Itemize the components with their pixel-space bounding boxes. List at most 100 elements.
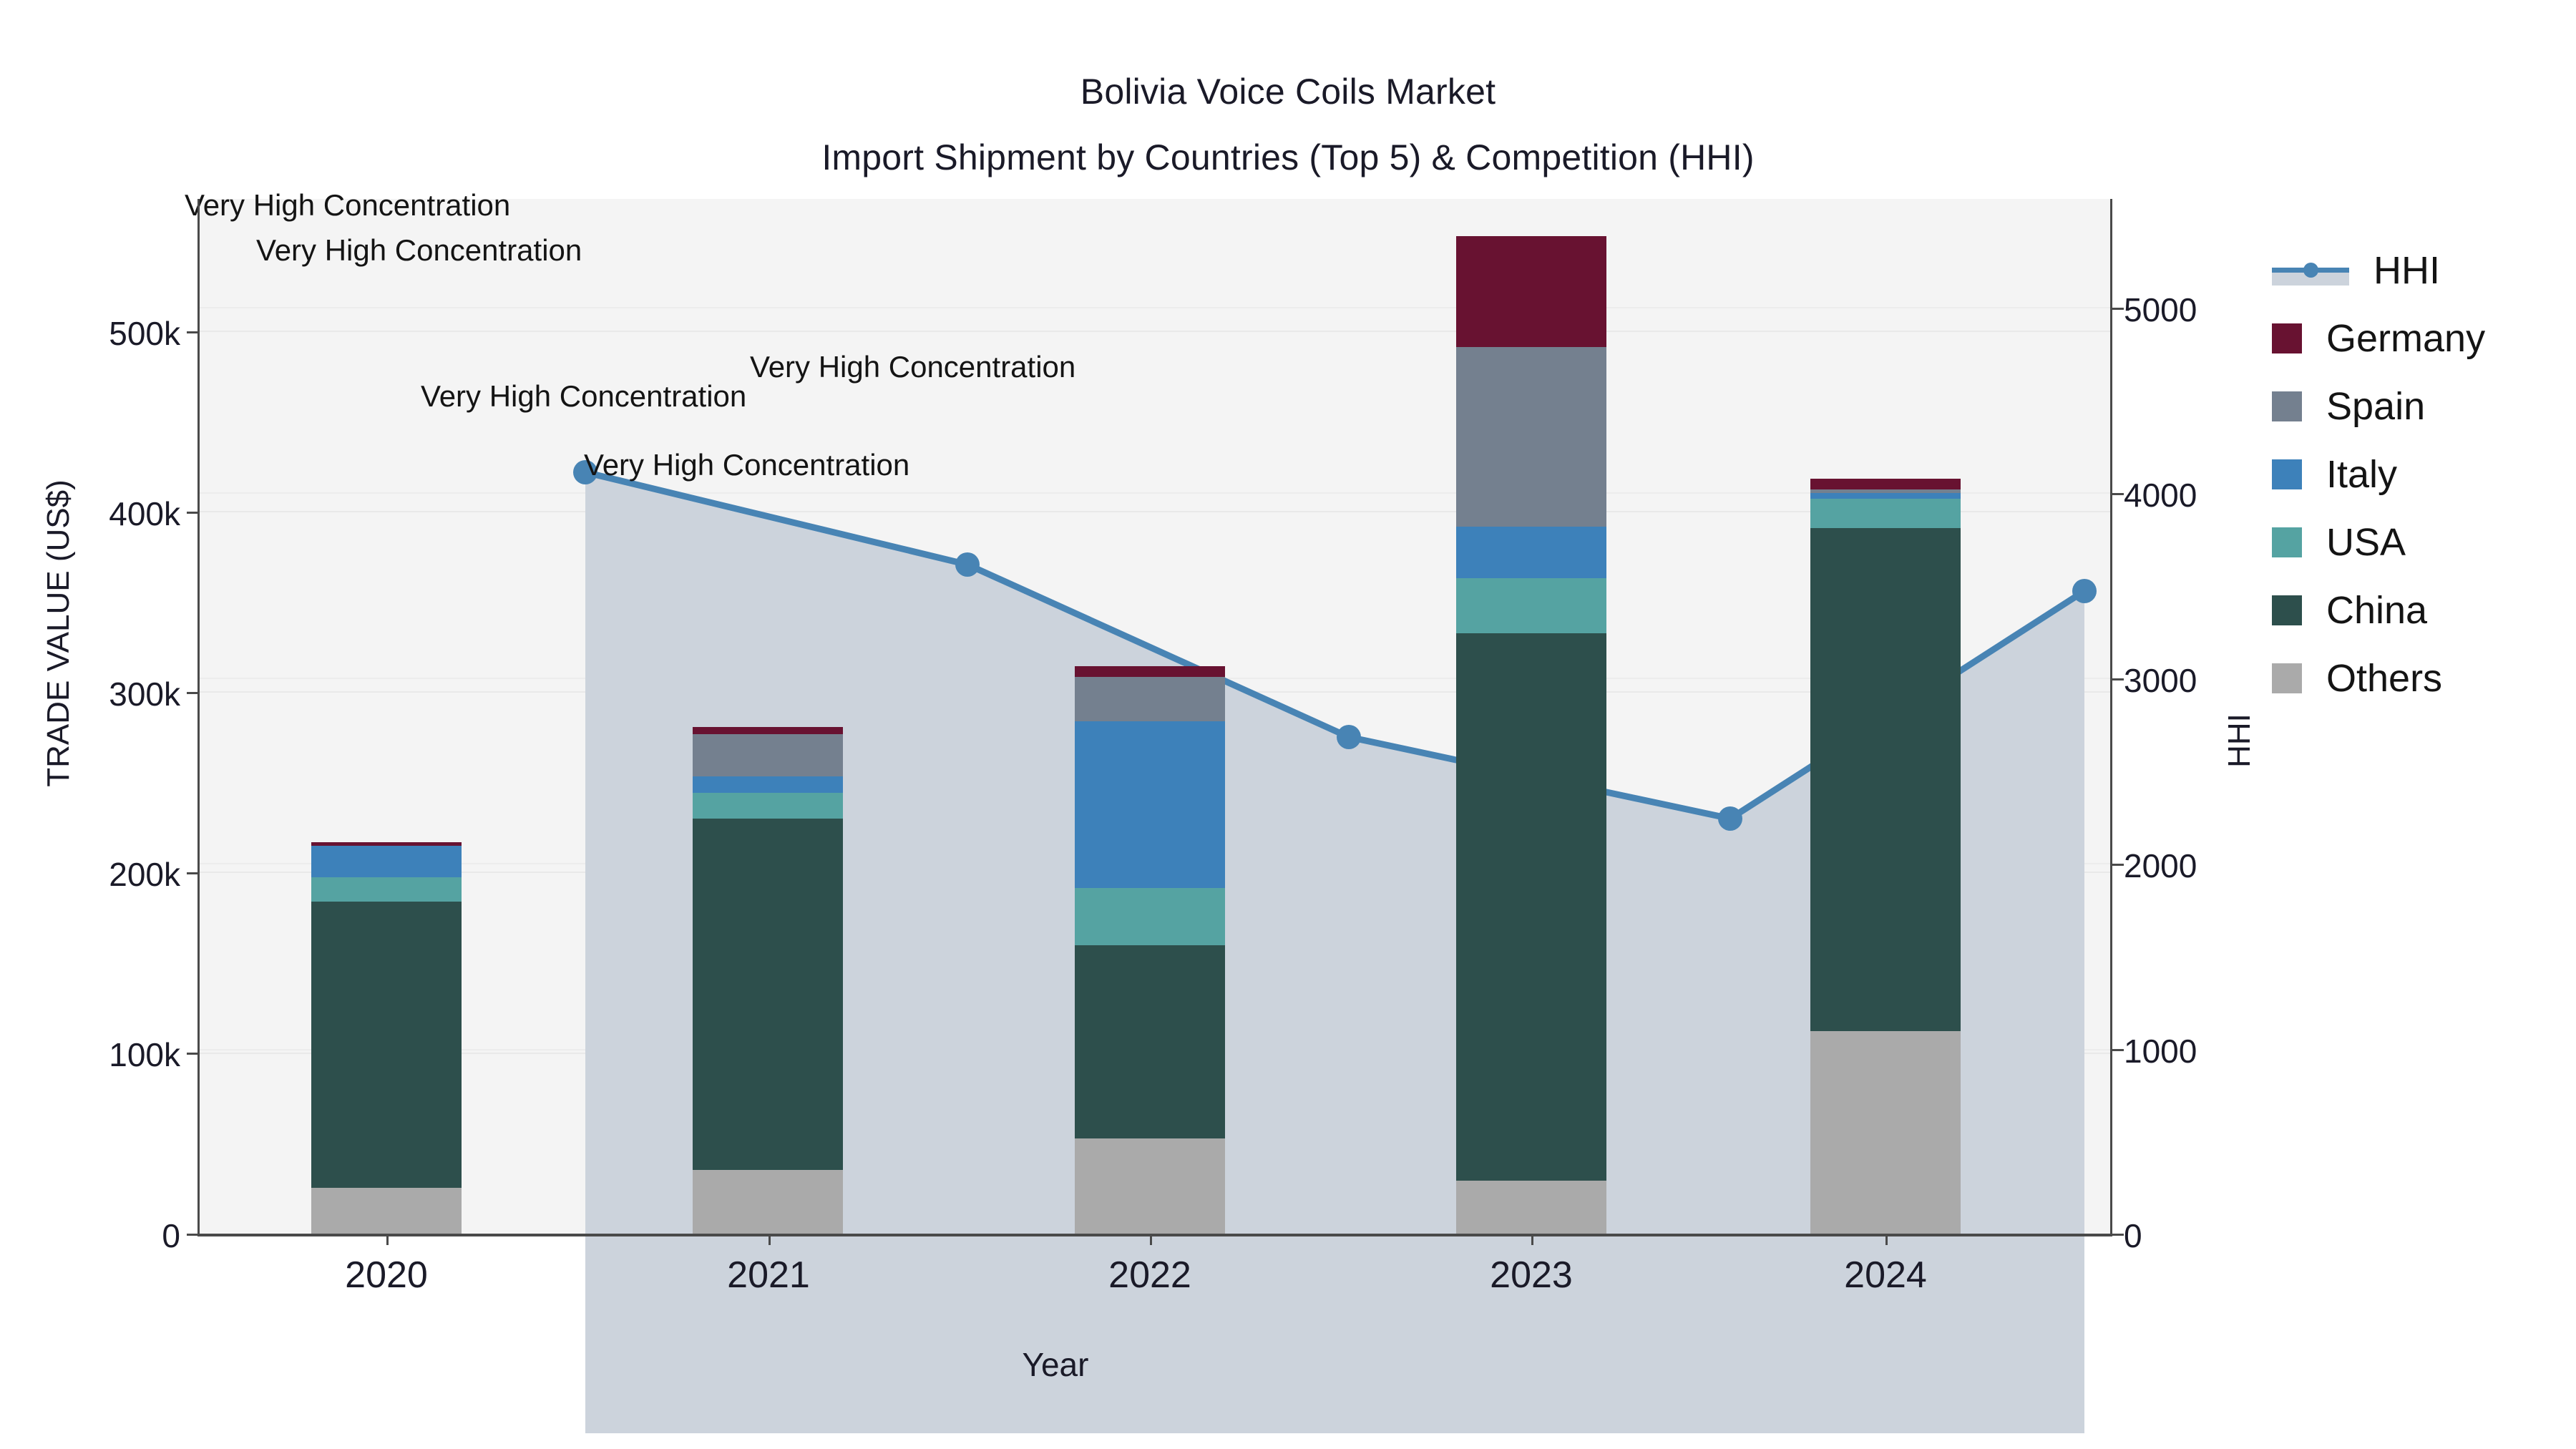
ytick-right-1000: 1000 [2124,1033,2197,1070]
xtick-mark-2020 [386,1234,389,1245]
bar-2024-italy [1810,493,1961,499]
annotation-2023: Very High Concentration [584,448,910,482]
bar-2021-china [693,819,843,1170]
annotation-2022: Very High Concentration [421,379,747,413]
x-axis-line [197,1234,2112,1236]
gridline-hhi-5000 [199,307,2111,308]
chart-title-line-2: Import Shipment by Countries (Top 5) & C… [821,137,1755,177]
legend-item-germany[interactable]: Germany [2272,304,2572,372]
legend-label-others: Others [2326,656,2443,700]
bar-2020-italy [311,846,462,877]
y-axis-right-label: HHI [2222,713,2257,768]
bar-2024-usa [1810,499,1961,528]
legend-label-hhi: HHI [2373,248,2440,292]
chart-title: Bolivia Voice Coils Market Import Shipme… [0,59,2576,190]
annotation-2024: Very High Concentration [750,350,1076,384]
xtick-2022: 2022 [1108,1254,1191,1296]
ytick-right-5000: 5000 [2124,291,2197,328]
ytick-right-0: 0 [2124,1217,2142,1254]
ytick-right-2000: 2000 [2124,847,2197,884]
ytick-left-0: 0 [162,1217,180,1254]
legend-item-italy[interactable]: Italy [2272,440,2572,508]
ytick-mark-left-500k [187,331,198,333]
hhi-point-2021 [955,552,980,577]
chart-title-line-1: Bolivia Voice Coils Market [1080,72,1496,112]
x-axis-label: Year [1022,1346,1089,1383]
ytick-right-3000: 3000 [2124,662,2197,699]
hhi-point-2024 [2072,579,2097,603]
bar-2020-others [311,1188,462,1234]
bar-2022-usa [1075,888,1225,945]
ytick-mark-right-3000 [2112,678,2124,680]
legend-label-italy: Italy [2326,452,2398,496]
xtick-mark-2022 [1150,1234,1152,1245]
ytick-right-4000: 4000 [2124,477,2197,514]
bar-2023-usa [1456,578,1606,633]
bar-2024-spain [1810,489,1961,493]
bar-2024-others [1810,1031,1961,1234]
legend-item-china[interactable]: China [2272,576,2572,644]
legend: HHI Germany Spain Italy USA China Others [2272,236,2572,712]
bar-2023-italy [1456,527,1606,578]
bar-2023-spain [1456,347,1606,527]
bar-2021-usa [693,793,843,819]
germany-swatch-icon [2272,323,2302,353]
ytick-mark-right-2000 [2112,864,2124,866]
hhi-line-chart [573,460,2097,1433]
legend-item-spain[interactable]: Spain [2272,372,2572,440]
legend-label-germany: Germany [2326,316,2486,360]
annotation-2021: Very High Concentration [256,233,582,267]
usa-swatch-icon [2272,527,2302,557]
xtick-2023: 2023 [1490,1254,1573,1296]
italy-swatch-icon [2272,459,2302,489]
ytick-left-100k: 100k [109,1036,180,1073]
ytick-mark-right-5000 [2112,308,2124,310]
ytick-mark-left-0 [187,1234,198,1236]
ytick-mark-right-1000 [2112,1049,2124,1051]
ytick-mark-left-200k [187,872,198,874]
hhi-line-icon [2272,255,2349,286]
legend-label-spain: Spain [2326,384,2426,428]
xtick-2020: 2020 [345,1254,428,1296]
y-axis-right-line [2110,199,2112,1236]
gridline-500k [199,331,2111,332]
xtick-mark-2023 [1531,1234,1533,1245]
gridline-hhi-4000 [199,492,2111,494]
legend-item-usa[interactable]: USA [2272,508,2572,576]
ytick-left-500k: 500k [109,315,180,352]
bar-2021-germany [693,727,843,734]
ytick-mark-right-4000 [2112,493,2124,495]
bar-2022-italy [1075,721,1225,888]
bar-2023-germany [1456,236,1606,347]
hhi-point-2022 [1337,725,1361,749]
china-swatch-icon [2272,595,2302,625]
legend-label-china: China [2326,588,2428,632]
spain-swatch-icon [2272,391,2302,421]
legend-item-hhi[interactable]: HHI [2272,236,2572,304]
bar-2022-others [1075,1138,1225,1234]
y-axis-left-line [197,199,200,1236]
bar-2023-china [1456,633,1606,1181]
bar-2020-china [311,902,462,1188]
xtick-2021: 2021 [727,1254,810,1296]
bar-2021-spain [693,734,843,776]
ytick-mark-right-0 [2112,1234,2124,1236]
others-swatch-icon [2272,663,2302,693]
xtick-mark-2024 [1885,1234,1888,1245]
bar-2022-spain [1075,677,1225,721]
hhi-area-fill [585,472,2084,1433]
ytick-mark-left-300k [187,692,198,694]
y-axis-left-label: TRADE VALUE (US$) [41,479,76,787]
hhi-point-2023 [1718,806,1742,831]
legend-label-usa: USA [2326,520,2406,564]
legend-item-others[interactable]: Others [2272,644,2572,712]
annotation-2020: Very High Concentration [185,188,511,222]
bar-2022-china [1075,945,1225,1138]
bar-2021-italy [693,776,843,793]
bar-2020-germany [311,842,462,846]
gridline-400k [199,511,2111,512]
ytick-mark-left-400k [187,512,198,514]
xtick-mark-2021 [769,1234,771,1245]
ytick-mark-left-100k [187,1053,198,1055]
